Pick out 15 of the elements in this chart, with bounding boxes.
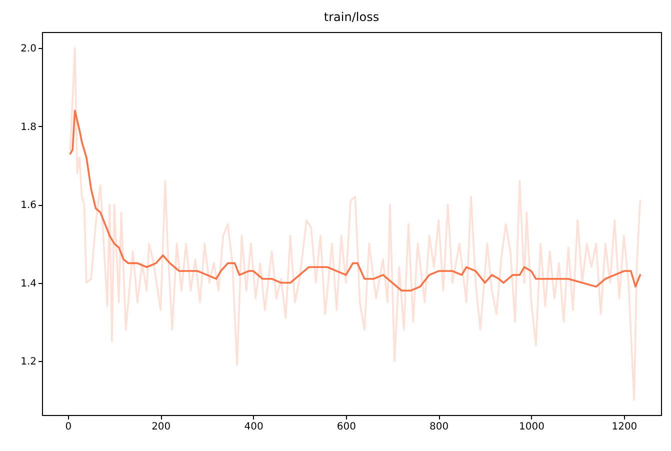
y-tick-label: 1.4 <box>20 278 36 290</box>
line-series <box>69 47 642 402</box>
y-tick-label: 1.6 <box>20 200 36 212</box>
y-tick-label: 1.8 <box>20 122 36 133</box>
x-tick-label: 1200 <box>612 422 638 432</box>
y-tick-label: 2.0 <box>20 44 36 55</box>
chart-title: train/loss <box>324 10 380 24</box>
x-tick-label: 1000 <box>519 422 544 432</box>
x-tick-label: 200 <box>152 422 171 432</box>
line-series <box>69 110 642 292</box>
y-tick-label: 1.2 <box>20 356 36 368</box>
x-tick-label: 600 <box>336 422 356 432</box>
x-tick-label: 800 <box>430 422 449 432</box>
x-tick-label: 400 <box>244 422 264 432</box>
x-tick-label: 0 <box>65 422 72 432</box>
